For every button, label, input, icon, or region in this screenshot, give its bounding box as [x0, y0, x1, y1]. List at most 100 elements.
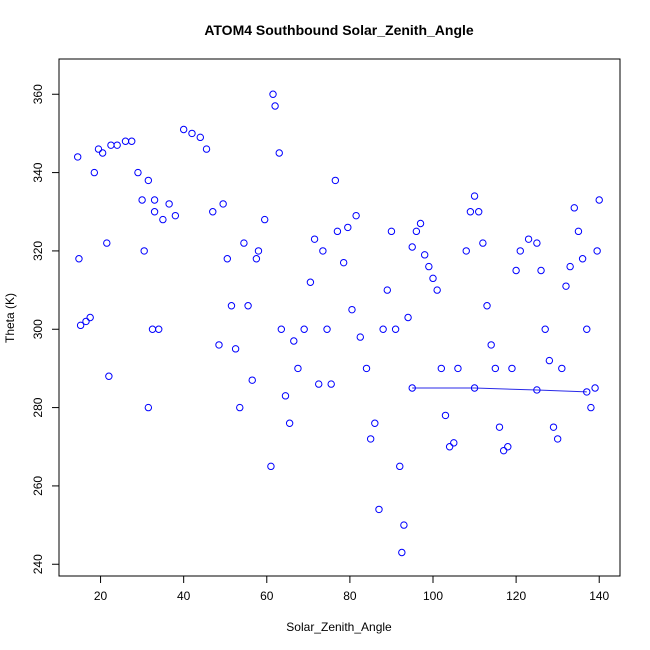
data-point [593, 247, 601, 255]
x-axis: 20 40 60 80 100 120 140 [94, 575, 610, 603]
data-point [396, 462, 404, 471]
data-point [290, 337, 298, 345]
data-point [462, 247, 470, 255]
data-point [82, 317, 90, 326]
data-point [595, 196, 603, 204]
data-point [466, 208, 475, 216]
data-point [387, 227, 396, 236]
data-points [74, 90, 603, 557]
data-point [271, 102, 279, 110]
data-point [562, 282, 570, 290]
data-point [339, 258, 348, 267]
data-point [429, 274, 437, 283]
x-tick-label: 20 [94, 589, 108, 603]
data-point [267, 462, 275, 471]
data-point [134, 168, 142, 177]
data-point [549, 423, 558, 431]
data-point [121, 137, 130, 145]
data-point [86, 313, 94, 322]
data-point [583, 388, 591, 396]
data-point [327, 380, 335, 388]
data-point [470, 192, 479, 200]
data-point [495, 423, 504, 431]
data-point [76, 321, 85, 330]
data-point [138, 196, 146, 204]
data-point [248, 376, 256, 384]
data-point [107, 141, 115, 149]
data-point [219, 200, 227, 208]
data-point [375, 505, 383, 514]
data-point [344, 223, 352, 232]
data-point [516, 247, 524, 255]
y-tick-label: 320 [31, 241, 45, 261]
data-point [441, 411, 450, 420]
data-point [391, 325, 400, 333]
x-tick-label: 100 [423, 589, 443, 603]
data-point [437, 364, 446, 373]
connector-line [412, 387, 587, 393]
data-point [252, 255, 261, 263]
data-point [578, 255, 587, 263]
data-point [179, 125, 188, 134]
data-point [215, 341, 223, 349]
data-point [155, 325, 163, 333]
data-point [512, 266, 520, 275]
data-point [103, 239, 111, 247]
data-point [202, 145, 211, 153]
data-point [420, 251, 429, 259]
data-point [533, 386, 541, 394]
data-point [591, 384, 599, 392]
data-point [269, 90, 277, 98]
plot-frame [58, 58, 621, 577]
y-tick-label: 300 [31, 319, 45, 339]
data-point [491, 364, 500, 373]
y-tick-label: 360 [31, 84, 45, 104]
x-axis-label: Solar_Zenith_Angle [286, 620, 392, 634]
data-point [379, 325, 387, 333]
x-tick-label: 120 [506, 589, 526, 603]
data-point [553, 435, 562, 443]
data-point [533, 239, 541, 247]
x-tick-label: 60 [260, 589, 274, 603]
data-point [545, 356, 554, 365]
data-point [475, 208, 483, 216]
data-point [209, 208, 217, 216]
data-point [408, 243, 416, 251]
data-point [499, 446, 508, 455]
data-point [281, 392, 290, 400]
data-point [254, 247, 263, 255]
data-point [128, 137, 136, 145]
data-point [583, 325, 591, 333]
data-point [90, 168, 99, 177]
data-point [148, 325, 157, 333]
data-point [196, 133, 204, 142]
y-axis-label: Theta (K) [3, 293, 17, 343]
data-point [75, 255, 83, 263]
data-point [537, 266, 545, 275]
data-point [574, 227, 583, 236]
data-point [188, 129, 196, 138]
data-point [285, 419, 294, 427]
data-point [383, 286, 391, 294]
data-point [74, 153, 82, 161]
data-point [275, 149, 283, 157]
data-point [323, 325, 331, 333]
data-point [227, 302, 236, 310]
data-point [587, 403, 595, 412]
data-point [356, 333, 364, 341]
x-tick-label: 140 [589, 589, 609, 603]
data-point [425, 262, 433, 271]
data-point [223, 255, 232, 263]
data-point [331, 176, 340, 185]
data-point [240, 239, 248, 247]
data-point [366, 435, 375, 443]
y-tick-label: 260 [31, 476, 45, 496]
data-point [352, 211, 360, 220]
data-point [400, 521, 408, 529]
chart-title: ATOM4 Southbound Solar_Zenith_Angle [204, 22, 474, 38]
data-point [404, 313, 412, 322]
data-point [144, 176, 153, 185]
data-point [294, 364, 302, 373]
data-point [487, 341, 495, 349]
